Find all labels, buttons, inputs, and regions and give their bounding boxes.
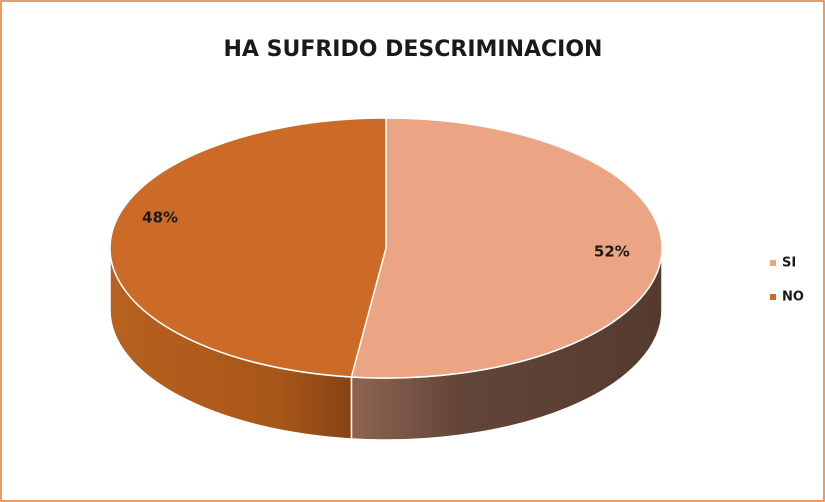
pie-slice [109,117,387,378]
legend-label: SI [782,256,796,271]
legend-swatch [770,294,776,300]
legend-label: NO [782,290,804,305]
data-label: 52% [594,243,630,261]
legend-swatch [770,260,776,266]
data-label: 48% [142,208,178,226]
chart-title: HA SUFRIDO DESCRIMINACION [224,37,603,62]
pie-slice [350,117,663,379]
